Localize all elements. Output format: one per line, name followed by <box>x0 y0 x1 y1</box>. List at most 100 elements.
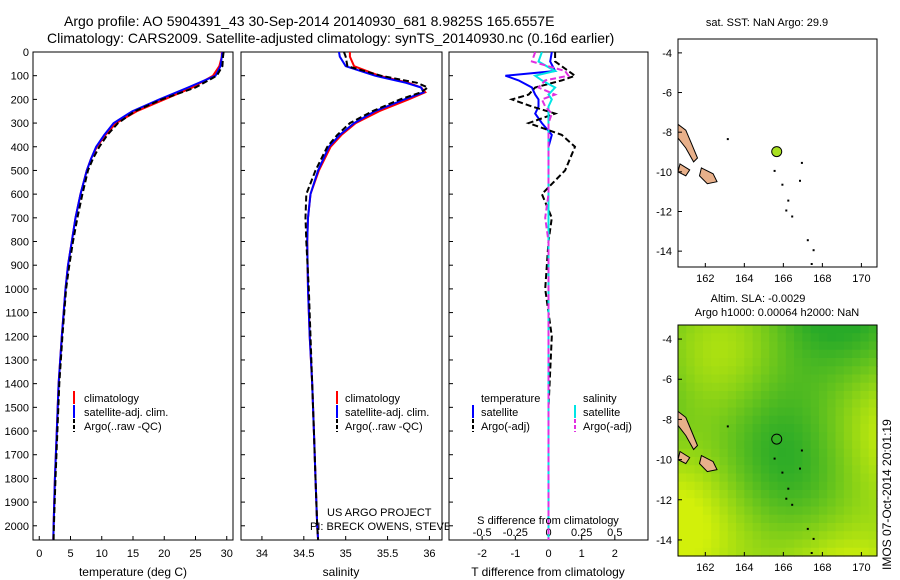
sla-cell <box>860 325 870 334</box>
sla-cell <box>843 481 853 491</box>
sla-cell <box>719 539 729 549</box>
sla-cell <box>835 333 845 343</box>
sla-cell <box>694 341 704 351</box>
sla-cell <box>702 523 712 532</box>
sla-cell <box>827 374 837 384</box>
sla-cell <box>802 531 812 541</box>
legend-salinity-header: salinity <box>583 393 617 405</box>
climatology-title: Climatology: CARS2009. Satellite-adjuste… <box>47 30 615 46</box>
sla-cell <box>827 523 837 532</box>
sla-cell <box>727 349 737 359</box>
sla-cell <box>843 473 853 483</box>
sla-map-ticks: 162 164 166 168 170 -4 -6 -8 -10 -12 -14 <box>656 334 870 574</box>
sla-cell <box>686 325 696 334</box>
sla-cell <box>802 506 812 516</box>
sla-cell <box>785 465 795 475</box>
sla-cell <box>843 382 853 392</box>
sla-cell <box>752 432 762 442</box>
sla-cell <box>678 407 687 417</box>
sla-cell <box>727 358 737 367</box>
sla-cell <box>752 506 762 516</box>
sla-cell <box>810 341 820 351</box>
sla-cell <box>744 325 754 334</box>
map-y-tick-label: -8 <box>662 127 672 139</box>
y-tick-label: 1600 <box>5 426 29 438</box>
sla-cell <box>835 366 845 376</box>
sla-cell <box>868 440 878 450</box>
x-tick-label: 5 <box>67 548 73 560</box>
island-outline <box>677 123 699 163</box>
sla-cell <box>794 440 803 450</box>
islet <box>726 425 729 428</box>
salinity-lines <box>304 52 430 540</box>
sla-cell <box>785 506 795 516</box>
sla-cell <box>802 374 812 384</box>
islet <box>791 503 794 506</box>
sla-cell <box>744 358 754 367</box>
difference-lines <box>505 52 578 540</box>
sla-cell <box>868 374 878 384</box>
sla-cell <box>810 506 820 516</box>
sla-cell <box>769 374 779 384</box>
sla-cell <box>835 349 845 359</box>
legend-s-argo-label: Argo(..raw -QC) <box>345 421 423 433</box>
sla-cell <box>852 432 862 442</box>
sla-cell <box>860 514 870 524</box>
sla-cell <box>810 440 820 450</box>
sla-cell <box>843 457 853 466</box>
sla-cell <box>860 440 870 450</box>
sla-cell <box>785 531 795 541</box>
sla-cell <box>777 366 787 376</box>
x-tick-label: 34 <box>256 548 268 560</box>
sla-cell <box>711 457 721 466</box>
sla-cell <box>777 539 787 549</box>
y-tick-label: 400 <box>11 142 29 154</box>
sla-cell <box>794 432 803 442</box>
sla-cell <box>736 333 745 343</box>
sla-cell <box>802 440 812 450</box>
y-tick-label: 1900 <box>5 497 29 509</box>
sla-cell <box>719 366 729 376</box>
sla-cell <box>736 506 745 516</box>
sla-cell <box>678 465 687 475</box>
sla-cell <box>794 325 803 334</box>
sla-cell <box>719 473 729 483</box>
sla-cell <box>860 506 870 516</box>
sla-cell <box>744 473 754 483</box>
sla-cell <box>852 440 862 450</box>
top-tick-label: -0.25 <box>503 527 528 539</box>
sla-cell <box>744 506 754 516</box>
sla-cell <box>785 473 795 483</box>
islet <box>785 209 788 212</box>
sla-cell <box>678 432 687 442</box>
sla-cell <box>794 523 803 532</box>
island-outline <box>677 410 699 451</box>
sla-cell <box>810 531 820 541</box>
map-x-tick-label: 168 <box>813 562 831 574</box>
sla-cell <box>827 407 837 417</box>
sla-cell <box>860 366 870 376</box>
sla-cell <box>785 333 795 343</box>
sla-cell <box>769 341 779 351</box>
series-line-2 <box>52 52 225 540</box>
sla-cell <box>827 465 837 475</box>
sla-cell <box>777 349 787 359</box>
sla-cell <box>686 547 696 557</box>
sla-cell <box>843 341 853 351</box>
sla-cell <box>769 333 779 343</box>
sla-cell <box>769 547 779 557</box>
islet <box>773 457 776 460</box>
sla-cell <box>785 547 795 557</box>
sla-cell <box>736 366 745 376</box>
sla-cell <box>794 399 803 409</box>
sla-cell <box>769 424 779 433</box>
sla-cell <box>852 333 862 343</box>
sla-cell <box>694 366 704 376</box>
sla-cell <box>777 506 787 516</box>
sla-cell <box>744 366 754 376</box>
sla-cell <box>794 349 803 359</box>
map-x-tick-label: 166 <box>774 273 792 285</box>
sla-cell <box>785 498 795 508</box>
sla-cell <box>852 448 862 458</box>
x-tick-label: 34.5 <box>293 548 314 560</box>
